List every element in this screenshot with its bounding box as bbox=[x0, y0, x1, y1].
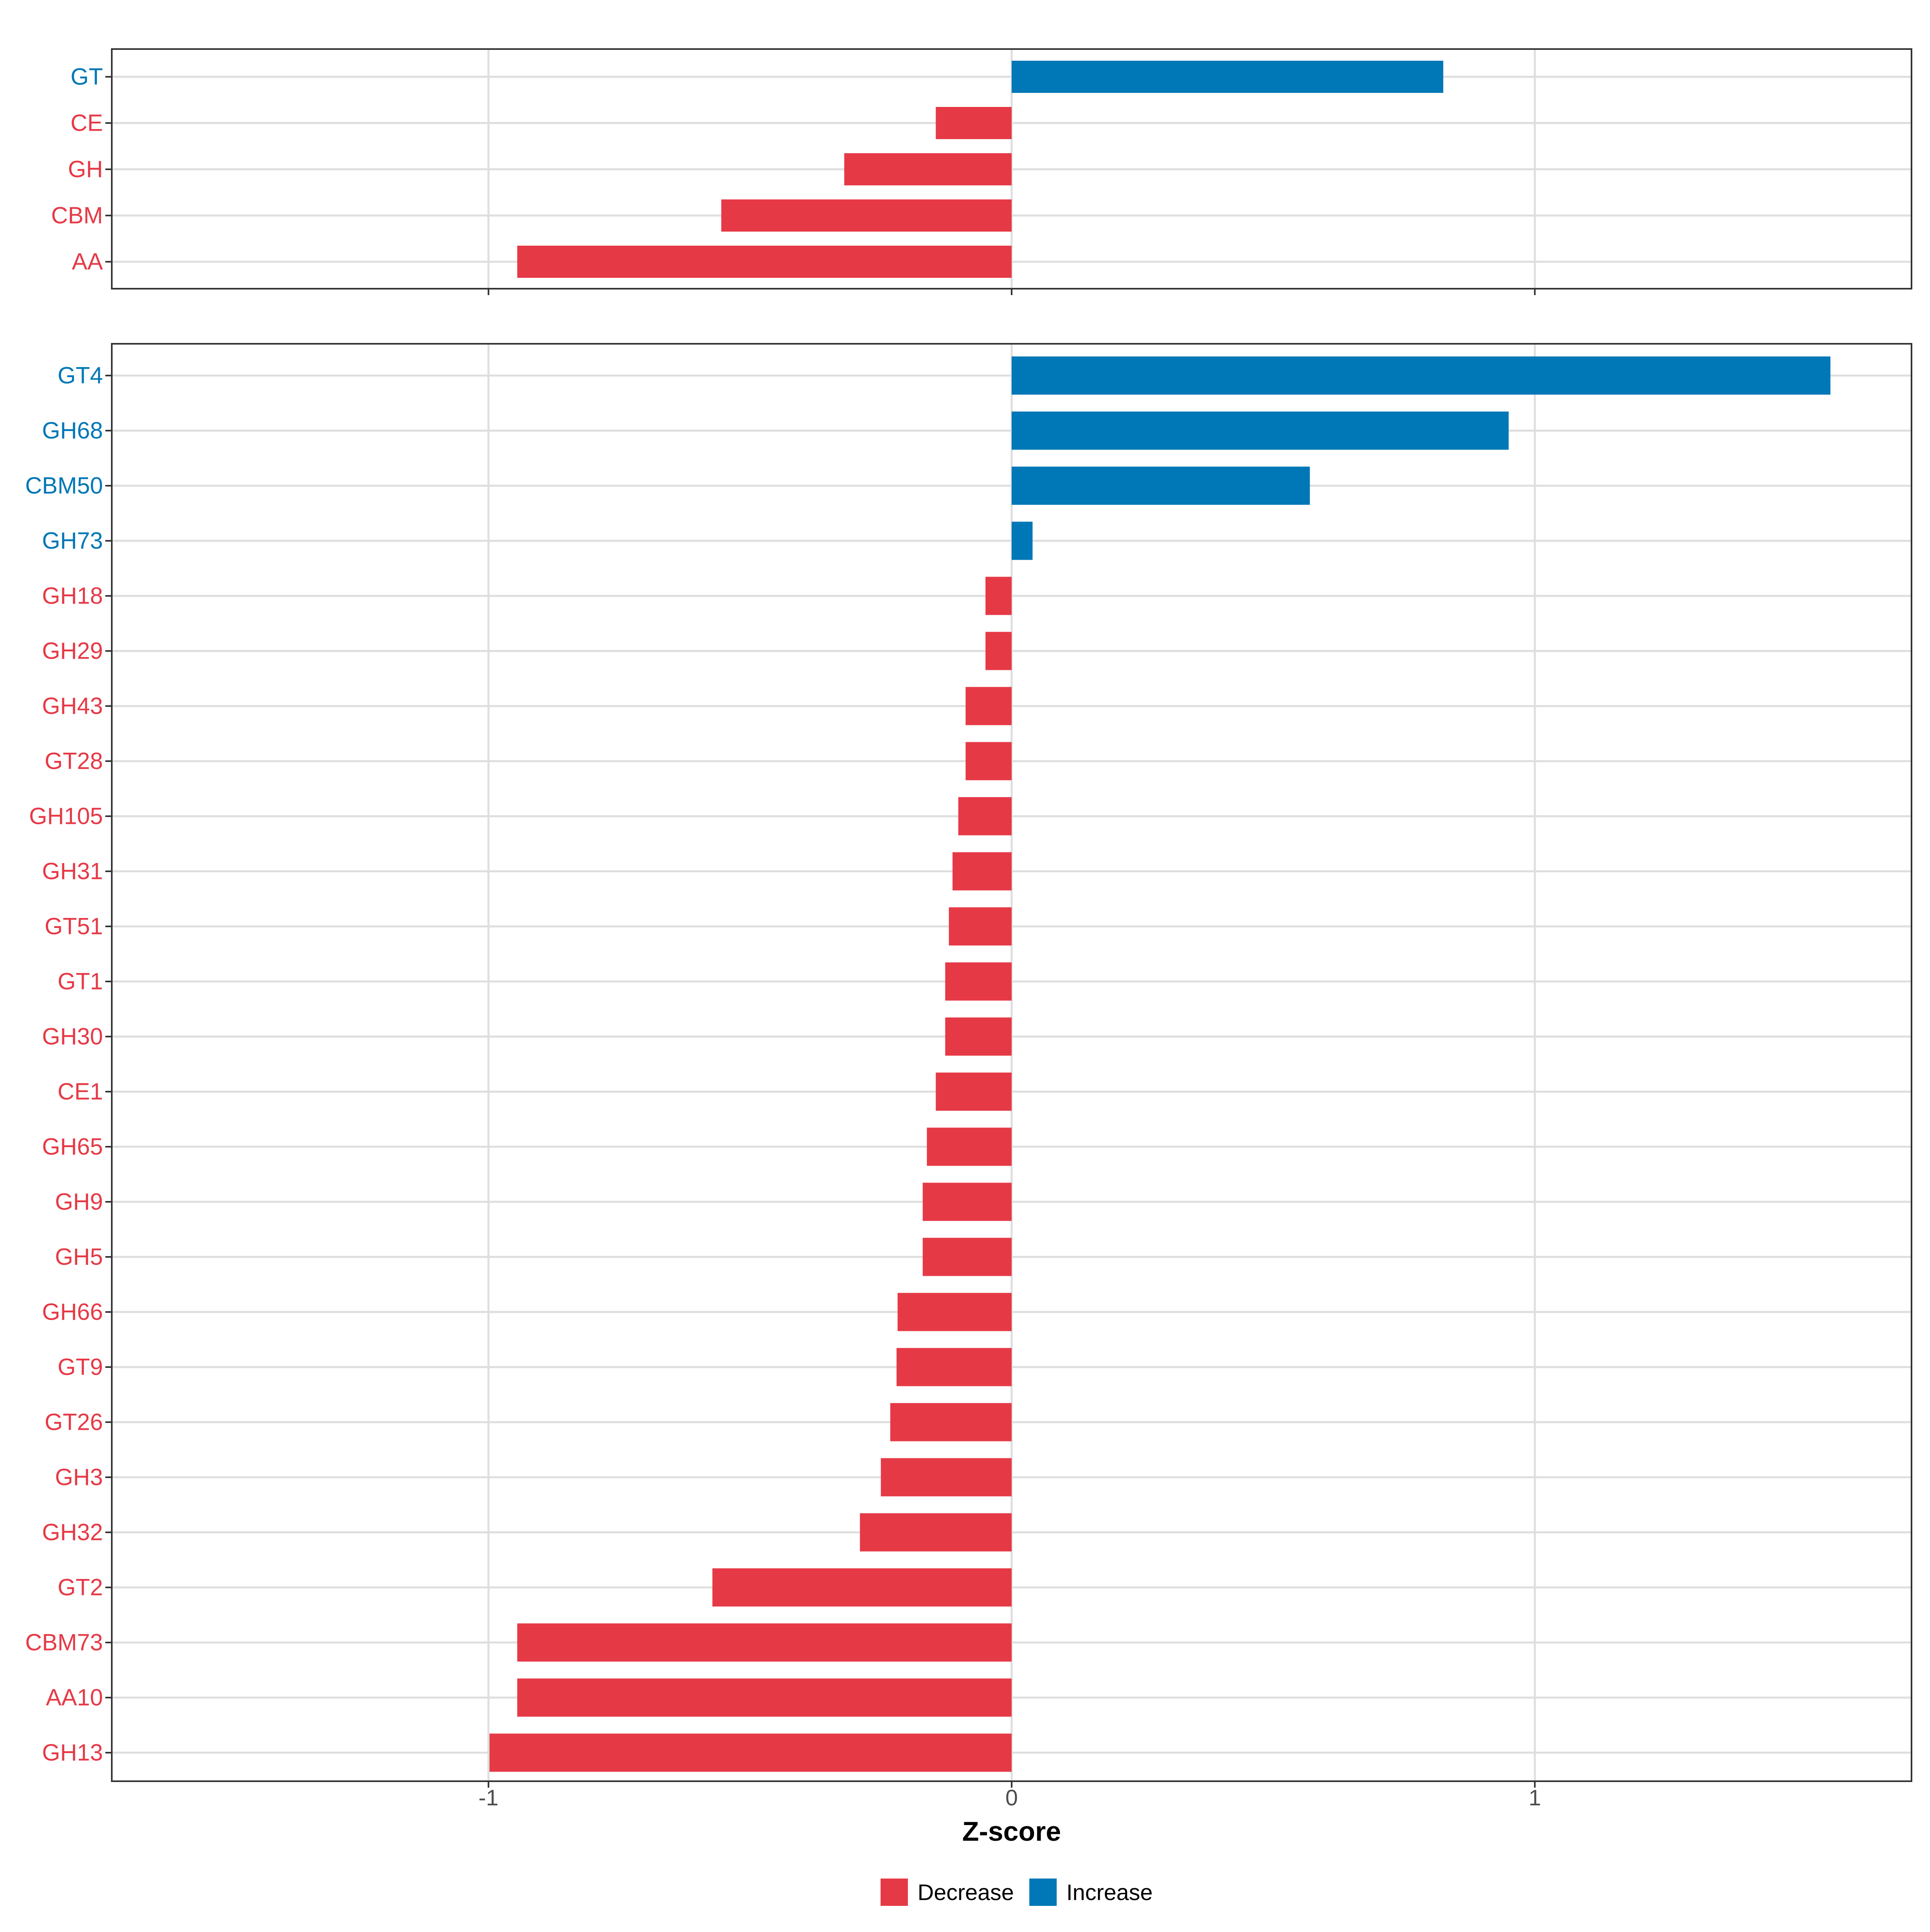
y-tick-label-cbm73: CBM73 bbox=[25, 1630, 103, 1656]
x-axis-title: Z-score bbox=[962, 1816, 1061, 1847]
y-tick-label-gh66: GH66 bbox=[42, 1299, 103, 1325]
bar-ce bbox=[936, 107, 1012, 139]
bar-gt28 bbox=[965, 742, 1012, 780]
bar-gt9 bbox=[896, 1348, 1012, 1386]
bar-gh13 bbox=[489, 1733, 1012, 1772]
x-tick-label: -1 bbox=[478, 1785, 499, 1810]
bar-aa10 bbox=[517, 1678, 1012, 1717]
y-tick-label-gt28: GT28 bbox=[45, 748, 103, 774]
bottom-panel: GT4 GH68 CBM50 GH73 GH18 GH29 GH43 GT28 GH105 GH3… bbox=[25, 343, 1912, 1788]
x-axis: -1 0 1 bbox=[478, 1785, 1541, 1810]
bar-gt51 bbox=[949, 907, 1012, 946]
panel-frame bbox=[111, 48, 1912, 289]
panel-frame bbox=[111, 343, 1912, 1782]
y-tick-label-ce: CE bbox=[70, 110, 103, 136]
bar-gh18 bbox=[985, 577, 1012, 615]
legend-label-decrease: Decrease bbox=[918, 1880, 1014, 1905]
bar-gh30 bbox=[945, 1017, 1012, 1056]
legend-label-increase: Increase bbox=[1066, 1880, 1153, 1905]
bar-cbm73 bbox=[517, 1623, 1012, 1662]
bar-gh5 bbox=[922, 1238, 1012, 1276]
bar-gt2 bbox=[712, 1568, 1012, 1607]
y-tick-label-gh73: GH73 bbox=[42, 528, 103, 554]
bar-gh29 bbox=[985, 632, 1012, 670]
y-tick-label-gh32: GH32 bbox=[42, 1519, 103, 1546]
y-tick-label-aa10: AA10 bbox=[46, 1685, 103, 1711]
bar-gt bbox=[1012, 61, 1443, 93]
bar-aa bbox=[517, 246, 1012, 278]
bar-gh66 bbox=[897, 1293, 1012, 1331]
y-tick-label-gt: GT bbox=[70, 64, 103, 90]
bar-gh43 bbox=[965, 687, 1012, 725]
top-panel: GT CE GH CBM AA bbox=[51, 48, 1912, 295]
bar-gh31 bbox=[952, 852, 1012, 891]
y-tick-label-gt4: GT4 bbox=[57, 363, 103, 389]
y-tick-label-ce1: CE1 bbox=[57, 1079, 103, 1105]
legend: Decrease Increase bbox=[881, 1879, 1153, 1906]
bar-gh73 bbox=[1012, 521, 1033, 560]
bar-gt4 bbox=[1012, 356, 1831, 395]
y-tick-label-gh30: GH30 bbox=[42, 1024, 103, 1050]
bar-gt26 bbox=[890, 1403, 1012, 1441]
y-tick-label-gh43: GH43 bbox=[42, 693, 103, 719]
y-tick-label-cbm50: CBM50 bbox=[25, 473, 103, 499]
bar-gh9 bbox=[922, 1183, 1012, 1221]
y-tick-label-gh5: GH5 bbox=[55, 1244, 103, 1270]
bar-gt1 bbox=[945, 962, 1012, 1001]
y-tick-label-gh65: GH65 bbox=[42, 1134, 103, 1160]
y-tick-label-gh9: GH9 bbox=[55, 1189, 103, 1215]
bar-gh3 bbox=[881, 1458, 1012, 1497]
y-tick-label-gt1: GT1 bbox=[57, 969, 103, 995]
legend-key-decrease bbox=[881, 1879, 908, 1906]
bar-gh bbox=[844, 153, 1012, 185]
y-tick-label-gh13: GH13 bbox=[42, 1740, 103, 1766]
y-tick-label-gt2: GT2 bbox=[57, 1575, 103, 1601]
bar-gh68 bbox=[1012, 411, 1509, 450]
y-tick-label-gh18: GH18 bbox=[42, 583, 103, 609]
y-tick-label-aa: AA bbox=[72, 249, 103, 275]
y-tick-label-gh3: GH3 bbox=[55, 1464, 103, 1491]
y-tick-label-gh29: GH29 bbox=[42, 638, 103, 664]
y-tick-label-gt51: GT51 bbox=[45, 914, 103, 940]
y-tick-label-gh68: GH68 bbox=[42, 418, 103, 444]
y-tick-label-gh105: GH105 bbox=[29, 803, 103, 829]
bar-cbm50 bbox=[1012, 466, 1310, 505]
y-tick-label-gt9: GT9 bbox=[57, 1354, 103, 1380]
bar-ce1 bbox=[936, 1072, 1012, 1111]
y-tick-label-gh31: GH31 bbox=[42, 858, 103, 885]
y-tick-label-cbm: CBM bbox=[51, 203, 103, 229]
x-tick-label: 0 bbox=[1005, 1785, 1018, 1810]
y-tick-label-gh: GH bbox=[68, 156, 103, 183]
bar-cbm bbox=[721, 199, 1012, 232]
bar-gh105 bbox=[958, 797, 1012, 836]
x-tick-label: 1 bbox=[1529, 1785, 1541, 1810]
y-tick-label-gt26: GT26 bbox=[45, 1409, 103, 1435]
bar-gh65 bbox=[927, 1127, 1012, 1166]
bar-gh32 bbox=[860, 1513, 1012, 1552]
legend-key-increase bbox=[1029, 1879, 1057, 1906]
